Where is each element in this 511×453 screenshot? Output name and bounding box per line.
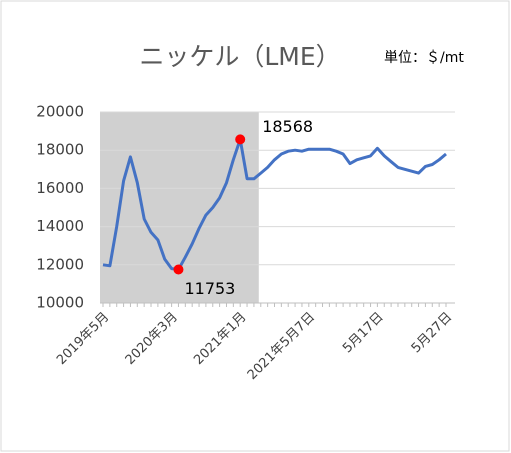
highlight-point — [173, 264, 184, 275]
line-series — [102, 137, 447, 271]
chart-subtitle: 単位：＄/mt — [384, 50, 464, 66]
y-tick-label: 18000 — [36, 141, 84, 159]
y-tick-label: 20000 — [36, 103, 84, 121]
y-tick-label: 10000 — [36, 294, 84, 312]
data-label: 11753 — [184, 279, 235, 298]
chart-title: ニッケル（LME） — [139, 42, 340, 71]
data-label: 18568 — [262, 117, 313, 136]
y-tick-label: 16000 — [36, 179, 84, 197]
y-tick-label: 12000 — [36, 255, 84, 273]
highlight-point — [235, 134, 246, 145]
y-tick-label: 14000 — [36, 217, 84, 235]
